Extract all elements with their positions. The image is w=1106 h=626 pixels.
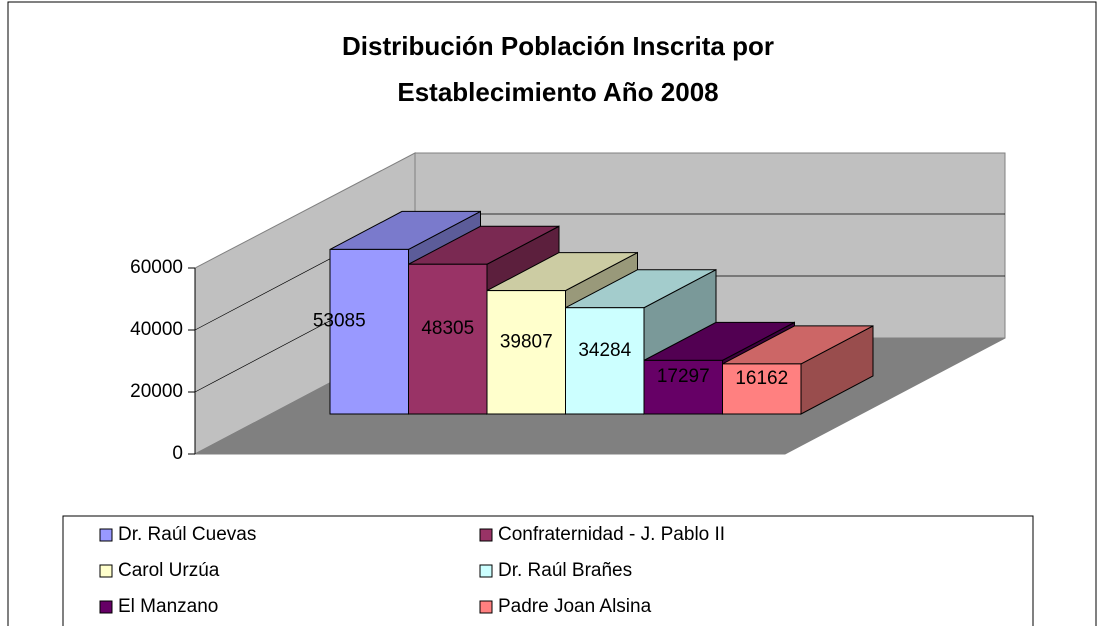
legend-label: El Manzano [118,596,218,617]
bar [329,248,409,415]
y-tick-label: 0 [172,443,183,464]
data-label: 34284 [578,340,631,361]
y-tick-label: 40000 [130,319,183,340]
legend-swatch [479,600,493,614]
bar [565,307,645,415]
legend-swatch [479,528,493,542]
legend-swatch [99,564,113,578]
legend [62,515,1034,626]
data-label: 53085 [313,311,366,332]
legend-label: Padre Joan Alsina [498,596,652,617]
chart-title: Establecimiento Año 2008 [397,77,718,107]
y-tick-label: 20000 [130,381,183,402]
data-label: 48305 [421,318,474,339]
legend-label: Confraternidad - J. Pablo II [498,524,725,545]
legend-swatch [99,600,113,614]
bar [643,359,723,415]
legend-swatch [99,528,113,542]
chart-title: Distribución Población Inscrita por [342,31,774,61]
data-label: 16162 [735,368,788,389]
data-label: 39807 [500,331,553,352]
bar [408,263,488,415]
y-tick-label: 60000 [130,257,183,278]
legend-label: Carol Urzúa [118,560,220,581]
data-label: 17297 [657,366,710,387]
legend-label: Dr. Raúl Brañes [498,560,632,581]
legend-swatch [479,564,493,578]
legend-label: Dr. Raúl Cuevas [118,524,256,545]
bar [722,363,802,415]
